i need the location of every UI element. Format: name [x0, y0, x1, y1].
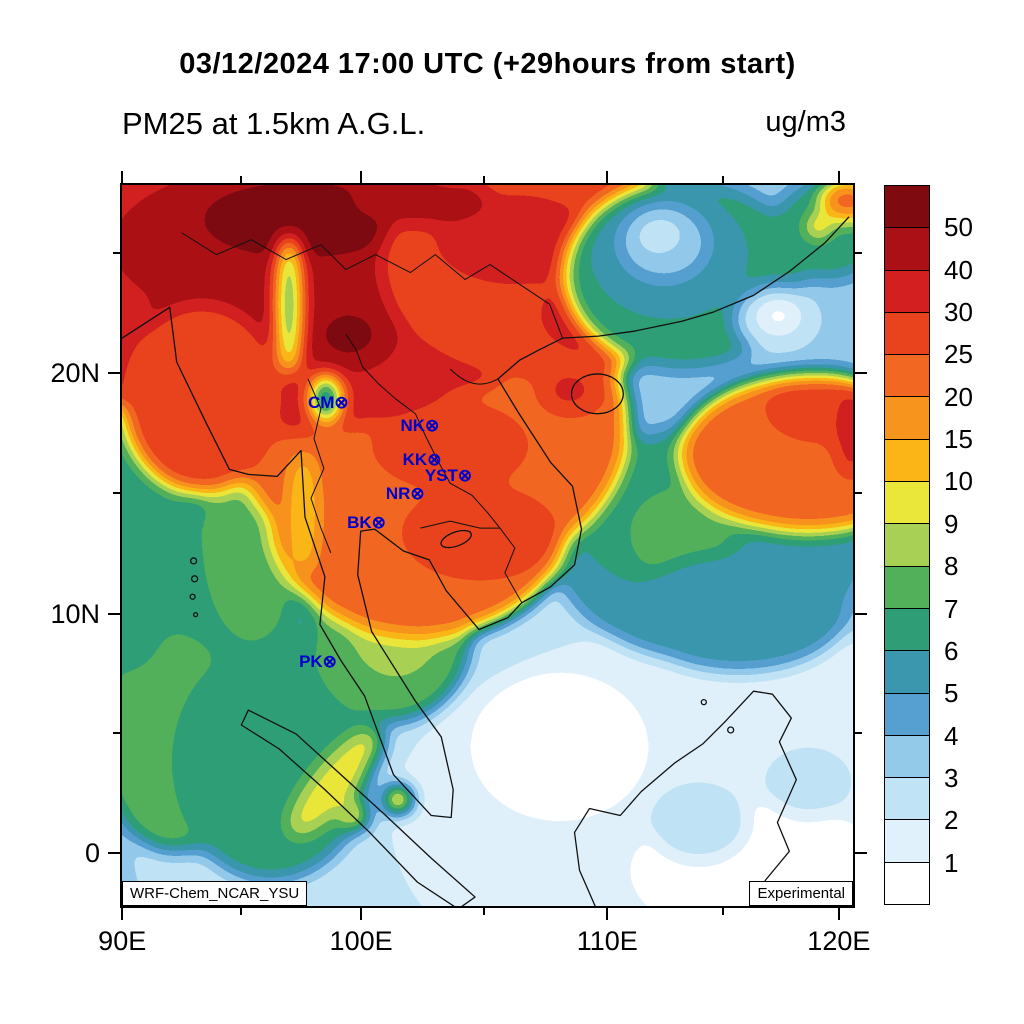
colorbar-box — [884, 565, 930, 609]
colorbar-box — [884, 269, 930, 313]
colorbar-tick-label: 20 — [944, 381, 973, 412]
colorbar-tick-label: 25 — [944, 339, 973, 370]
axis-tick — [360, 908, 363, 920]
axis-tick — [855, 851, 867, 854]
axis-tick — [721, 176, 724, 183]
colorbar-tick-label: 10 — [944, 466, 973, 497]
axis-tick — [121, 908, 124, 920]
units-label: ug/m3 — [765, 106, 846, 138]
axis-tick — [837, 908, 840, 920]
axis-tick — [113, 732, 120, 735]
axis-tick — [606, 908, 609, 920]
colorbar-tick-label: 8 — [944, 551, 959, 582]
colorbar-tick-label: 30 — [944, 297, 973, 328]
map-canvas: CM⊗ NK⊗ KK⊗ YST⊗ NR⊗ BK⊗ PK⊗ WRF-Chem_NCAR_YSU… — [120, 183, 855, 908]
plot-title: 03/12/2024 17:00 UTC (+29hours from star… — [179, 48, 796, 80]
colorbar-tick-label: 5 — [944, 678, 959, 709]
y-axis-label: 0 — [84, 837, 100, 868]
contour-field — [122, 185, 853, 906]
axis-tick — [113, 252, 120, 255]
colorbar-box — [884, 185, 930, 229]
axis-tick — [121, 171, 124, 183]
colorbar-box — [884, 481, 930, 525]
station-layer: CM⊗ NK⊗ KK⊗ YST⊗ NR⊗ BK⊗ PK⊗ — [122, 185, 853, 906]
colorbar-box — [884, 607, 930, 652]
x-axis-label: 90E — [98, 926, 147, 956]
axis-tick — [240, 908, 243, 915]
axis-tick — [855, 612, 867, 615]
plot-subtitle: PM25 at 1.5km A.G.L. — [122, 106, 426, 141]
x-axis-label: 120E — [807, 926, 871, 956]
colorbar-tick-label: 40 — [944, 254, 973, 285]
colorbar-box — [884, 777, 930, 821]
axis-tick — [837, 171, 840, 183]
station-marker-pk: PK⊗ — [299, 652, 337, 672]
colorbar-tick-label: 50 — [944, 212, 973, 243]
colorbar-box — [884, 650, 930, 694]
axis-tick — [482, 908, 485, 915]
axis-tick — [108, 851, 120, 854]
colorbar-box — [884, 227, 930, 271]
colorbar — [884, 185, 930, 906]
axis-tick — [360, 171, 363, 183]
colorbar-box — [884, 819, 930, 863]
axis-tick — [113, 492, 120, 495]
colorbar-tick-label: 2 — [944, 805, 959, 836]
colorbar-tick-label: 3 — [944, 762, 959, 793]
model-label: WRF-Chem_NCAR_YSU — [122, 881, 308, 906]
y-axis-label: 10N — [50, 598, 100, 629]
x-axis-label: 100E — [329, 926, 393, 956]
station-marker-nk: NK⊗ — [400, 415, 440, 435]
axis-tick — [855, 732, 862, 735]
axis-tick — [606, 171, 609, 183]
axis-tick — [855, 371, 867, 374]
station-marker-nr: NR⊗ — [385, 484, 425, 504]
station-marker-kk: KK⊗ — [402, 450, 442, 470]
colorbar-box — [884, 311, 930, 356]
axis-tick — [855, 252, 862, 255]
colorbar-box — [884, 523, 930, 567]
colorbar-box — [884, 354, 930, 398]
axis-tick — [108, 371, 120, 374]
axis-tick — [855, 492, 862, 495]
colorbar-tick-label: 6 — [944, 635, 959, 666]
station-marker-cm: CM⊗ — [307, 393, 349, 413]
axis-tick — [482, 176, 485, 183]
colorbar-tick-label: 15 — [944, 424, 973, 455]
coastlines — [122, 216, 850, 906]
colorbar-tick-label: 9 — [944, 508, 959, 539]
colorbar-box — [884, 734, 930, 779]
axis-tick — [108, 612, 120, 615]
colorbar-labels: 50 40 30 25 20 15 10 9 8 7 6 5 4 3 2 1 — [944, 185, 1022, 905]
axis-tick — [240, 176, 243, 183]
y-axis-label: 20N — [50, 357, 100, 388]
colorbar-box — [884, 438, 930, 483]
colorbar-box — [884, 692, 930, 736]
station-marker-bk: BK⊗ — [347, 513, 386, 533]
experimental-label: Experimental — [749, 881, 853, 906]
colorbar-tick-label: 1 — [944, 847, 959, 878]
colorbar-box — [884, 396, 930, 440]
colorbar-tick-label: 4 — [944, 720, 959, 751]
colorbar-tick-label: 7 — [944, 593, 959, 624]
x-axis-label: 110E — [576, 926, 638, 956]
station-marker-yst: YST⊗ — [424, 465, 473, 485]
axis-tick — [721, 908, 724, 915]
colorbar-box — [884, 861, 930, 906]
